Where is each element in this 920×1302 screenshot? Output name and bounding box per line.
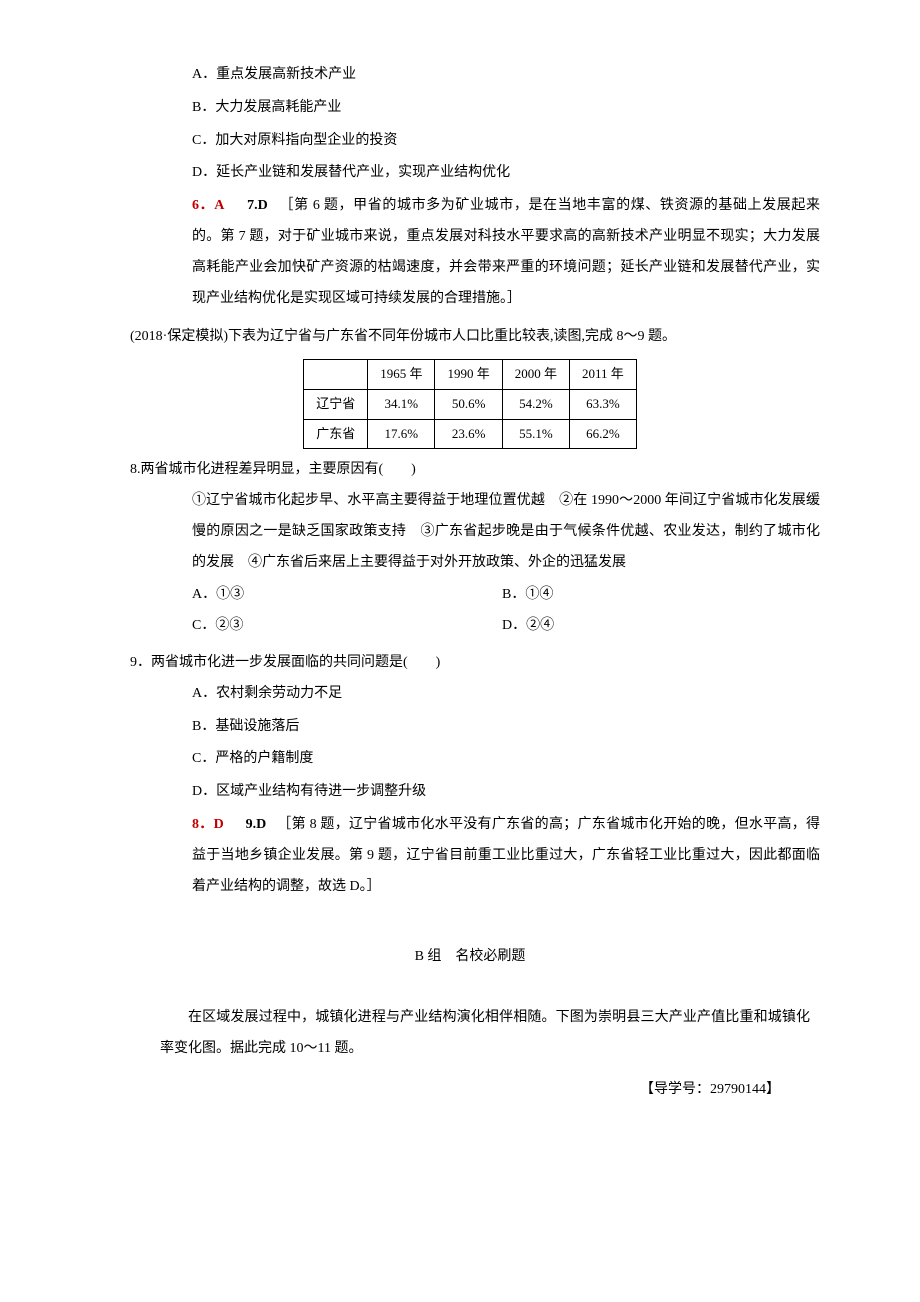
table-row-label-guangdong: 广东省 — [304, 419, 368, 449]
q9-options: A．农村剩余劳动力不足 B．基础设施落后 C．严格的户籍制度 D．区域产业结构有… — [120, 679, 820, 808]
q9-stem: 9．两省城市化进一步发展面临的共同问题是( ) — [120, 648, 820, 679]
section-b-title: B 组 名校必刷题 — [120, 942, 820, 973]
table-cell: 50.6% — [435, 389, 502, 419]
table-header-1965: 1965 年 — [368, 360, 435, 390]
table-cell: 55.1% — [502, 419, 569, 449]
q7-option-a: A．重点发展高新技术产业 — [192, 60, 820, 91]
q8-option-d: D．②④ — [502, 611, 554, 642]
table-header-1990: 1990 年 — [435, 360, 502, 390]
table-header-2011: 2011 年 — [570, 360, 637, 390]
table-row-label-liaoning: 辽宁省 — [304, 389, 368, 419]
table-row-guangdong: 广东省 17.6% 23.6% 55.1% 66.2% — [304, 419, 637, 449]
table-cell: 34.1% — [368, 389, 435, 419]
answer-8-label: 8．D — [192, 817, 224, 832]
q7-option-d: D．延长产业链和发展替代产业，实现产业结构优化 — [192, 158, 820, 189]
q9-option-b: B．基础设施落后 — [192, 712, 820, 743]
answer-8-9-explanation: ［第 8 题，辽宁省城市化水平没有广东省的高；广东省城市化开始的晚，但水平高，得… — [192, 817, 820, 894]
answer-6-label: 6．A — [192, 198, 224, 213]
table-header-blank — [304, 360, 368, 390]
table-header-2000: 2000 年 — [502, 360, 569, 390]
q9-option-a: A．农村剩余劳动力不足 — [192, 679, 820, 710]
table-header-row: 1965 年 1990 年 2000 年 2011 年 — [304, 360, 637, 390]
q8-options: A．①③ B．①④ C．②③ D．②④ — [120, 580, 820, 642]
context-8-9: (2018·保定模拟)下表为辽宁省与广东省不同年份城市人口比重比较表,读图,完成… — [120, 322, 820, 353]
table-cell: 63.3% — [570, 389, 637, 419]
q8-statements: ①辽宁省城市化起步早、水平高主要得益于地理位置优越 ②在 1990～2000 年… — [120, 486, 820, 578]
q8-option-b: B．①④ — [502, 580, 553, 611]
table-cell: 23.6% — [435, 419, 502, 449]
answer-9-label: 9.D — [246, 817, 267, 832]
q8-option-a: A．①③ — [192, 580, 502, 611]
table-cell: 66.2% — [570, 419, 637, 449]
answer-8-9: 8．D 9.D ［第 8 题，辽宁省城市化水平没有广东省的高；广东省城市化开始的… — [120, 810, 820, 902]
q9-option-c: C．严格的户籍制度 — [192, 744, 820, 775]
q7-option-b: B．大力发展高耗能产业 — [192, 93, 820, 124]
answer-6-7: 6．A 7.D ［第 6 题，甲省的城市多为矿业城市，是在当地丰富的煤、铁资源的… — [120, 191, 820, 314]
section-b-passage: 在区域发展过程中，城镇化进程与产业结构演化相伴相随。下图为崇明县三大产业产值比重… — [120, 1003, 820, 1065]
q7-option-c: C．加大对原料指向型企业的投资 — [192, 126, 820, 157]
population-table: 1965 年 1990 年 2000 年 2011 年 辽宁省 34.1% 50… — [303, 359, 637, 449]
q8-stem: 8.两省城市化进程差异明显，主要原因有( ) — [120, 455, 820, 486]
table-cell: 54.2% — [502, 389, 569, 419]
q7-options: A．重点发展高新技术产业 B．大力发展高耗能产业 C．加大对原料指向型企业的投资… — [120, 60, 820, 189]
answer-7-label: 7.D — [247, 198, 268, 213]
q8-option-c: C．②③ — [192, 611, 502, 642]
answer-6-7-explanation: ［第 6 题，甲省的城市多为矿业城市，是在当地丰富的煤、铁资源的基础上发展起来的… — [192, 198, 820, 305]
table-row-liaoning: 辽宁省 34.1% 50.6% 54.2% 63.3% — [304, 389, 637, 419]
table-cell: 17.6% — [368, 419, 435, 449]
q9-option-d: D．区域产业结构有待进一步调整升级 — [192, 777, 820, 808]
guide-number: 【导学号：29790144】 — [120, 1075, 820, 1106]
